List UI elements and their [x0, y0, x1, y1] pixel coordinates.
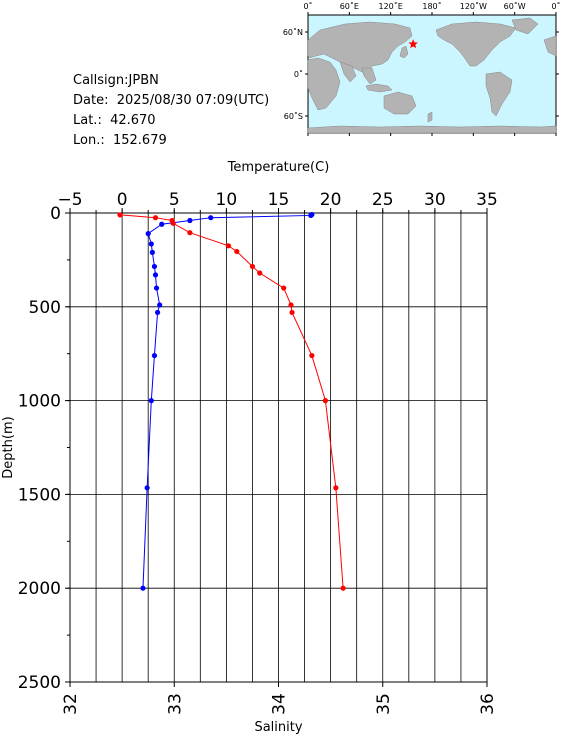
- plot-frame: [69, 212, 488, 683]
- depth-tick-label: 2500: [18, 673, 61, 693]
- land-new-zealand: [427, 111, 433, 123]
- station-marker: [408, 39, 418, 49]
- temperature-tick-label: 30: [424, 190, 446, 210]
- temperature-data-point: [308, 212, 314, 219]
- map-lat-label: 60˚S: [284, 111, 303, 121]
- salinity-data-point: [340, 585, 346, 591]
- map-frame-ticks: [305, 12, 559, 136]
- temperature-tick-label: 5: [169, 190, 180, 210]
- temperature-tick-label: 10: [216, 190, 238, 210]
- temperature-data-point: [140, 585, 146, 591]
- salinity-data-point: [169, 217, 175, 224]
- temperature-axis-title: Temperature(C): [227, 160, 330, 175]
- map-lon-label: 120˚E: [379, 1, 403, 11]
- map-lon-label: 0˚: [303, 1, 312, 11]
- map-longitude-labels: 0˚ 60˚E 120˚E 180˚ 120˚W 60˚W 0˚: [303, 1, 560, 11]
- temperature-data-point: [148, 241, 154, 247]
- temperature-tick-label: 20: [320, 190, 342, 210]
- depth-axis-title: Depth(m): [1, 416, 16, 478]
- salinity-data-point: [152, 215, 159, 221]
- land-antarctica: [307, 125, 557, 134]
- salinity-data-point: [170, 220, 176, 226]
- map-lon-label: 60˚W: [504, 1, 526, 11]
- salinity-axis-title: Salinity: [254, 720, 302, 735]
- land-greenland: [511, 17, 539, 35]
- temperature-data-point: [144, 485, 150, 491]
- land-north-america: [435, 21, 517, 67]
- temperature-data-point: [151, 263, 158, 270]
- callsign-text: Callsign:JPBN: [73, 73, 159, 88]
- land-indochina: [361, 67, 377, 85]
- salinity-axis: 32 33 34 35 36: [61, 682, 498, 715]
- salinity-tick-label: 35: [374, 693, 394, 715]
- map-landmasses: [307, 17, 557, 134]
- temperature-data-point: [187, 217, 193, 224]
- land-west-europe: [543, 35, 557, 57]
- map-lon-label: 0˚: [551, 1, 560, 11]
- temperature-data-point: [149, 249, 155, 255]
- salinity-data-point: [333, 485, 339, 491]
- chart-grid: [69, 212, 488, 683]
- temperature-axis: −5 0 5 10 15 20 25 30 35: [57, 190, 498, 213]
- temperature-data-point: [152, 272, 159, 278]
- map-lat-label: 60˚N: [283, 27, 303, 37]
- temperature-tick-label: 0: [117, 190, 128, 210]
- temperature-data-point: [151, 352, 158, 359]
- temperature-data-point: [148, 398, 154, 404]
- depth-tick-label: 1500: [18, 485, 61, 505]
- salinity-tick-label: 34: [270, 693, 290, 715]
- map-lon-label: 180˚: [422, 1, 441, 11]
- land-japan: [399, 45, 409, 59]
- location-map: 0˚ 60˚E 120˚E 180˚ 120˚W 60˚W 0˚ 60˚N 0˚ 60˚S: [283, 1, 561, 136]
- data-series: [117, 211, 346, 591]
- temperature-data-point: [154, 309, 161, 316]
- temperature-data-point: [309, 211, 315, 218]
- temperature-profile-line: [142, 214, 313, 589]
- salinity-data-point: [257, 270, 263, 276]
- land-eurasia: [307, 21, 413, 75]
- date-text: Date: 2025/08/30 07:09(UTC): [73, 93, 270, 108]
- depth-tick-label: 2000: [18, 579, 61, 599]
- temperature-data-point: [153, 285, 160, 291]
- salinity-data-point: [117, 212, 123, 218]
- temperature-tick-label: 35: [476, 190, 498, 210]
- map-lat-label: 0˚: [294, 69, 303, 79]
- temperature-data-point: [157, 302, 163, 308]
- salinity-data-point: [288, 302, 294, 308]
- salinity-data-point: [322, 398, 329, 404]
- depth-tick-label: 500: [29, 298, 61, 318]
- temperature-tick-label: −5: [57, 190, 82, 210]
- temperature-data-point: [208, 215, 214, 221]
- longitude-text: Lon.: 152.679: [73, 133, 167, 148]
- land-australia: [383, 91, 417, 115]
- salinity-data-point: [187, 230, 193, 236]
- salinity-data-point: [289, 309, 295, 316]
- temperature-data-point: [145, 231, 151, 237]
- salinity-tick-label: 32: [61, 693, 81, 715]
- depth-axis: 0 500 1000 1500 2000 2500: [18, 204, 70, 693]
- land-south-asia: [339, 61, 357, 83]
- land-indonesia: [365, 83, 393, 93]
- temperature-tick-label: 15: [268, 190, 290, 210]
- salinity-profile-line: [120, 214, 344, 589]
- land-africa: [307, 57, 341, 111]
- salinity-data-point: [309, 352, 315, 359]
- salinity-data-point: [234, 248, 240, 255]
- map-latitude-labels: 60˚N 0˚ 60˚S: [283, 27, 303, 121]
- salinity-data-point: [249, 263, 256, 270]
- salinity-data-point: [225, 243, 232, 249]
- salinity-tick-label: 36: [478, 693, 498, 715]
- salinity-data-point: [281, 285, 287, 291]
- map-lon-label: 120˚W: [460, 1, 487, 11]
- latitude-text: Lat.: 42.670: [73, 113, 156, 128]
- land-south-america: [485, 71, 513, 117]
- depth-tick-label: 0: [50, 204, 61, 224]
- depth-tick-label: 1000: [18, 392, 61, 412]
- temperature-data-point: [159, 221, 165, 227]
- map-lon-label: 60˚E: [340, 1, 359, 11]
- temperature-tick-label: 25: [372, 190, 394, 210]
- salinity-tick-label: 33: [165, 693, 185, 715]
- station-info: Callsign:JPBN Date: 2025/08/30 07:09(UTC…: [73, 71, 269, 151]
